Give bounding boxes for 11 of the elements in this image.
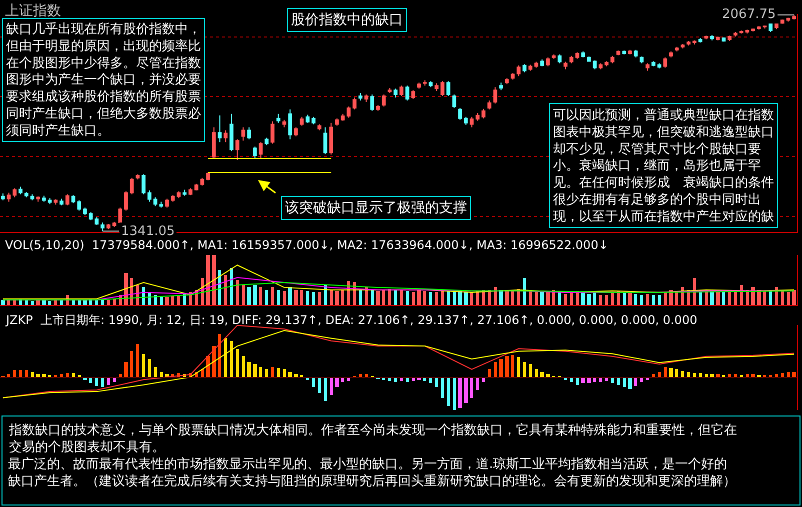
annotation: 2067.75 (722, 7, 776, 22)
text: 最广泛的、故而最有代表性的市场指数显示出罕见的、最小型的缺口。另一方面，道.琼斯工业平均指数相当活跃，是一个好的缺口产生者。（建议读者在完成后续有关支持与阻挡的原理研究后再回头重新研究缺口的理论。会有更新的发现和更深的理解） (8, 456, 736, 489)
annotation: 可以因此预测，普通或典型缺口在指数图表中极其罕见，但突破和逃逸型缺口却不少见，尽管其尺寸比个股缺口要小。衰竭缺口，继而，岛形也属于罕见。在任何时候形成 衰竭缺口的条件很少在拥有有足够多的个股中同时出现，以至于从而在指数中产生对应的缺 (553, 107, 774, 224)
chart-title: VOL(5,10,20) 17379584.000↑, MA1: 16159357.000↓, MA2: 17633964.000↓, MA3: 16996522.000↓ (5, 238, 608, 252)
annotation: 该突破缺口显示了极强的支撑 (285, 200, 467, 216)
annotation: 1341.05 (121, 224, 175, 239)
chart-title: 上证指数 (5, 3, 61, 19)
chart-title: JZKP 上市日期年: 1990, 月: 12, 日: 19, DIFF: 29.137↑, DEA: 27.106↑, 29.137↑, 27.106↑, 0.000, 0.000, 0.000, 0.000 (5, 313, 698, 327)
annotation: 股价指数中的缺口 (291, 12, 403, 28)
text: 指数缺口的技术意义，与单个股票缺口情况大体相同。作者至今尚未发现一个指数缺口，它具有某种特殊能力和重要性，但它在交易的个股图表却不具有。 (8, 422, 737, 455)
annotation: 缺口几乎出现在所有股价指数中，但由于明显的原因，出现的频率比在个股图形中少得多。尽管在指数图形中为产生一个缺口，并没必要要求组成该种股价指数的所有股票同时产生缺口，但绝大多数股票必须同时产生缺口。 (6, 22, 201, 138)
